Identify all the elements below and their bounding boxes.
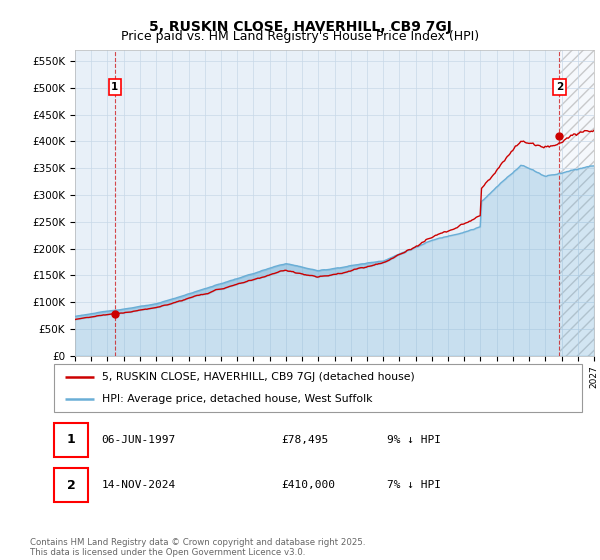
Text: 5, RUSKIN CLOSE, HAVERHILL, CB9 7GJ: 5, RUSKIN CLOSE, HAVERHILL, CB9 7GJ	[149, 20, 451, 34]
Text: 14-NOV-2024: 14-NOV-2024	[101, 480, 176, 490]
Text: 1: 1	[111, 82, 118, 92]
Text: 5, RUSKIN CLOSE, HAVERHILL, CB9 7GJ (detached house): 5, RUSKIN CLOSE, HAVERHILL, CB9 7GJ (det…	[101, 372, 414, 382]
Text: 2: 2	[67, 479, 76, 492]
Text: Price paid vs. HM Land Registry's House Price Index (HPI): Price paid vs. HM Land Registry's House …	[121, 30, 479, 43]
Text: HPI: Average price, detached house, West Suffolk: HPI: Average price, detached house, West…	[101, 394, 372, 404]
Text: £410,000: £410,000	[281, 480, 335, 490]
Text: Contains HM Land Registry data © Crown copyright and database right 2025.
This d: Contains HM Land Registry data © Crown c…	[30, 538, 365, 557]
Text: 9% ↓ HPI: 9% ↓ HPI	[386, 435, 440, 445]
FancyBboxPatch shape	[54, 468, 88, 502]
Text: 2: 2	[556, 82, 563, 92]
Text: £78,495: £78,495	[281, 435, 328, 445]
Text: 7% ↓ HPI: 7% ↓ HPI	[386, 480, 440, 490]
Text: 1: 1	[67, 433, 76, 446]
Text: 06-JUN-1997: 06-JUN-1997	[101, 435, 176, 445]
FancyBboxPatch shape	[54, 423, 88, 457]
